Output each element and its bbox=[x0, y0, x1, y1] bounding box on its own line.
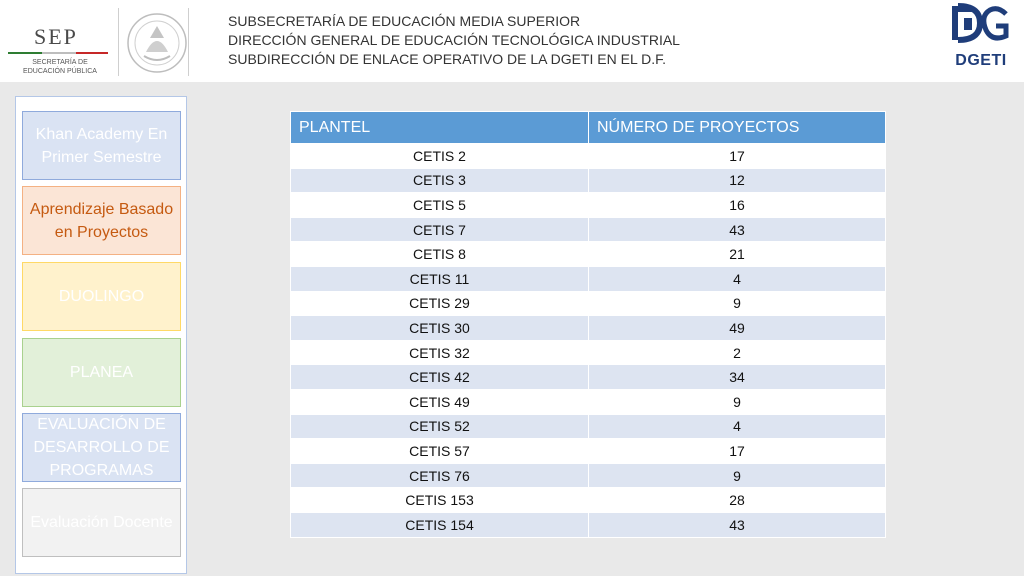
cell-plantel: CETIS 57 bbox=[290, 438, 589, 464]
table-row: CETIS 32 2 bbox=[290, 339, 886, 366]
cell-plantel: CETIS 153 bbox=[290, 487, 589, 513]
sidebar-item-planea[interactable]: PLANEA bbox=[22, 338, 181, 407]
cell-plantel: CETIS 3 bbox=[290, 167, 589, 194]
sep-logo-name: SEP bbox=[34, 24, 78, 49]
cell-numero-proyectos: 2 bbox=[588, 339, 886, 366]
cell-plantel: CETIS 11 bbox=[290, 265, 589, 292]
logo-rule-white bbox=[42, 52, 76, 54]
logo-rule-green bbox=[8, 52, 42, 54]
table-row: CETIS 3 12 bbox=[290, 167, 886, 194]
cell-numero-proyectos: 9 bbox=[588, 462, 886, 489]
logo-rule-red bbox=[76, 52, 108, 54]
cell-plantel: CETIS 5 bbox=[290, 192, 589, 218]
header-line-2: DIRECCIÓN GENERAL DE EDUCACIÓN TECNOLÓGI… bbox=[228, 32, 680, 48]
cell-numero-proyectos: 28 bbox=[588, 487, 886, 513]
cell-numero-proyectos: 49 bbox=[588, 315, 886, 341]
cell-numero-proyectos: 17 bbox=[588, 143, 886, 169]
table-body: CETIS 2 17 CETIS 3 12 CETIS 5 16 CETIS 7 43 CETI… bbox=[290, 143, 886, 538]
cell-numero-proyectos: 43 bbox=[588, 216, 886, 243]
dgeti-logo: DGETI bbox=[946, 2, 1016, 74]
cell-numero-proyectos: 21 bbox=[588, 241, 886, 267]
dgeti-logo-text: DGETI bbox=[955, 52, 1007, 69]
cell-plantel: CETIS 154 bbox=[290, 511, 589, 538]
header-divider bbox=[188, 8, 189, 76]
sep-logo: SEP SECRETARÍA DE EDUCACIÓN PÚBLICA bbox=[6, 18, 108, 76]
projects-table: PLANTEL NÚMERO DE PROYECTOS CETIS 2 17 CET… bbox=[290, 111, 886, 538]
cell-plantel: CETIS 8 bbox=[290, 241, 589, 267]
cell-plantel: CETIS 42 bbox=[290, 364, 589, 390]
cell-numero-proyectos: 4 bbox=[588, 265, 886, 292]
cell-plantel: CETIS 30 bbox=[290, 315, 589, 341]
sep-logo-subtitle-line2: EDUCACIÓN PÚBLICA bbox=[23, 68, 97, 75]
cell-plantel: CETIS 32 bbox=[290, 339, 589, 366]
cell-plantel: CETIS 49 bbox=[290, 388, 589, 415]
dgeti-emblem-icon bbox=[952, 3, 1009, 43]
sidebar-item-duolingo[interactable]: DUOLINGO bbox=[22, 262, 181, 331]
column-header-plantel: PLANTEL bbox=[290, 111, 589, 144]
cell-numero-proyectos: 9 bbox=[588, 388, 886, 415]
header-line-1: SUBSECRETARÍA DE EDUCACIÓN MEDIA SUPERIO… bbox=[228, 13, 581, 29]
cell-numero-proyectos: 12 bbox=[588, 167, 886, 194]
sidebar-item-evaluacion-docente[interactable]: Evaluación Docente bbox=[22, 488, 181, 557]
header-divider bbox=[118, 8, 119, 76]
cell-numero-proyectos: 17 bbox=[588, 438, 886, 464]
table-row: CETIS 153 28 bbox=[290, 487, 886, 513]
header-line-3: SUBDIRECCIÓN DE ENLACE OPERATIVO DE LA D… bbox=[228, 51, 666, 67]
cell-plantel: CETIS 7 bbox=[290, 216, 589, 243]
table-row: CETIS 30 49 bbox=[290, 315, 886, 341]
cell-numero-proyectos: 43 bbox=[588, 511, 886, 538]
sidebar-item-evaluacion-programas[interactable]: EVALUACIÓN DE DESARROLLO DE PROGRAMAS bbox=[22, 413, 181, 482]
table-row: CETIS 154 43 bbox=[290, 511, 886, 538]
sep-logo-subtitle: SECRETARÍA DE EDUCACIÓN PÚBLICA bbox=[18, 58, 102, 76]
cell-numero-proyectos: 9 bbox=[588, 290, 886, 317]
header-bar: SEP SECRETARÍA DE EDUCACIÓN PÚBLICA SUBS… bbox=[0, 0, 1024, 82]
cell-plantel: CETIS 52 bbox=[290, 413, 589, 440]
national-seal-icon bbox=[127, 13, 187, 73]
cell-plantel: CETIS 29 bbox=[290, 290, 589, 317]
table-row: CETIS 49 9 bbox=[290, 388, 886, 415]
header-text: SUBSECRETARÍA DE EDUCACIÓN MEDIA SUPERIO… bbox=[228, 12, 680, 69]
cell-numero-proyectos: 34 bbox=[588, 364, 886, 390]
cell-plantel: CETIS 76 bbox=[290, 462, 589, 489]
table-row: CETIS 57 17 bbox=[290, 438, 886, 464]
sep-logo-subtitle-line1: SECRETARÍA DE bbox=[32, 59, 88, 66]
table-row: CETIS 5 16 bbox=[290, 192, 886, 218]
table-row: CETIS 76 9 bbox=[290, 462, 886, 489]
table-row: CETIS 7 43 bbox=[290, 216, 886, 243]
table-row: CETIS 52 4 bbox=[290, 413, 886, 440]
column-header-numero-proyectos: NÚMERO DE PROYECTOS bbox=[588, 111, 886, 144]
cell-numero-proyectos: 4 bbox=[588, 413, 886, 440]
cell-numero-proyectos: 16 bbox=[588, 192, 886, 218]
table-row: CETIS 29 9 bbox=[290, 290, 886, 317]
cell-plantel: CETIS 2 bbox=[290, 143, 589, 169]
sidebar-item-aprendizaje-proyectos[interactable]: Aprendizaje Basado en Proyectos bbox=[22, 186, 181, 255]
table-row: CETIS 42 34 bbox=[290, 364, 886, 390]
table-row: CETIS 2 17 bbox=[290, 143, 886, 169]
table-header-row: PLANTEL NÚMERO DE PROYECTOS bbox=[290, 111, 886, 144]
table-row: CETIS 11 4 bbox=[290, 265, 886, 292]
sidebar-item-khan-academy[interactable]: Khan Academy En Primer Semestre bbox=[22, 111, 181, 180]
table-row: CETIS 8 21 bbox=[290, 241, 886, 267]
